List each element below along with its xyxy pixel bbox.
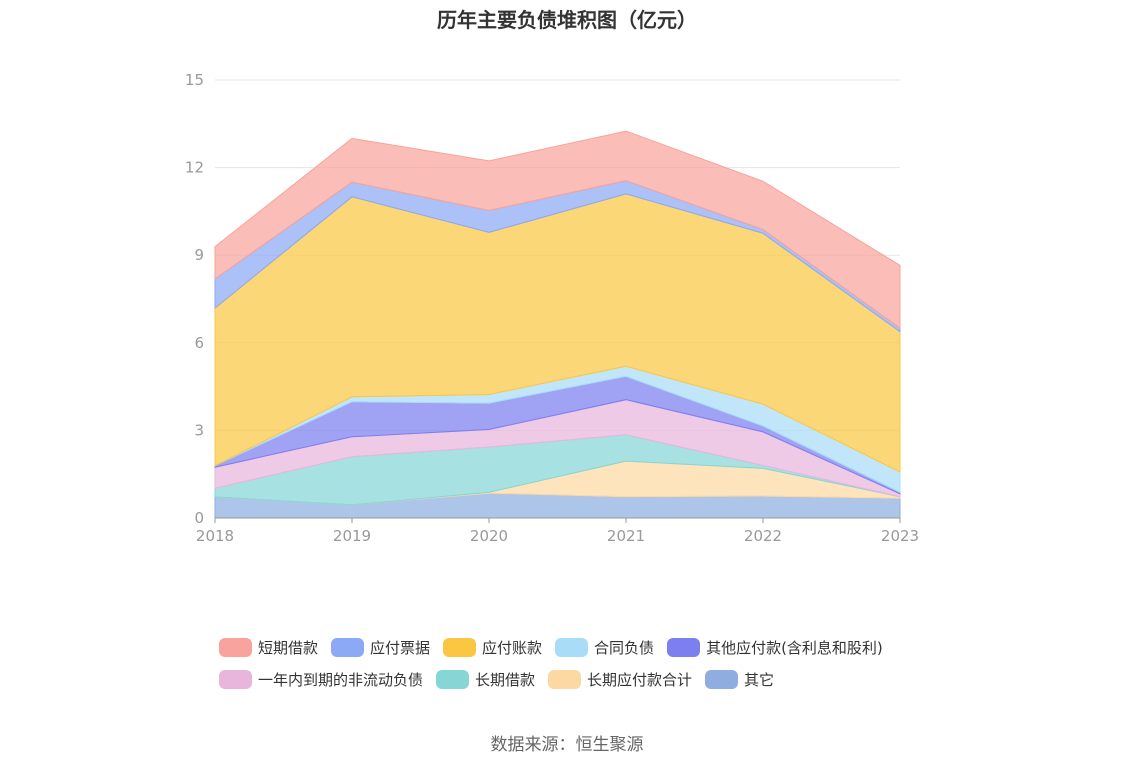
y-tick-label: 6 (194, 334, 204, 352)
legend-item[interactable]: 其他应付款(含利息和股利) (667, 637, 883, 658)
legend-label: 应付账款 (482, 638, 543, 657)
legend-swatch (667, 637, 701, 657)
legend-label: 其它 (744, 670, 775, 689)
legend-label: 其他应付款(含利息和股利) (706, 638, 883, 657)
chart-title: 历年主要负债堆积图（亿元） (437, 8, 697, 32)
legend-label: 一年内到期的非流动负债 (258, 670, 424, 689)
legend-swatch (443, 637, 477, 657)
legend-item[interactable]: 其它 (705, 669, 774, 690)
legend-row-1: 短期借款 应付票据 应付账款 合同负债 其他应付款(含利息和股利) (219, 631, 979, 663)
legend-row-2: 一年内到期的非流动负债 长期借款 长期应付款合计 其它 (219, 663, 979, 695)
x-tick-label: 2018 (196, 527, 234, 545)
legend-label: 短期借款 (258, 638, 319, 657)
legend-swatch (219, 669, 252, 689)
x-tick-label: 2020 (470, 527, 508, 545)
legend-swatch (548, 669, 582, 689)
legend-item[interactable]: 应付票据 (331, 637, 430, 658)
legend-label: 长期借款 (475, 670, 536, 689)
legend-swatch (219, 637, 252, 657)
legend-item[interactable]: 合同负债 (555, 637, 654, 658)
legend: 短期借款 应付票据 应付账款 合同负债 其他应付款(含利息和股利) 一年内到期的非流动负… (219, 631, 979, 695)
legend-swatch (705, 669, 739, 689)
legend-swatch (331, 637, 365, 657)
legend-swatch (436, 669, 470, 689)
legend-item[interactable]: 长期借款 (436, 669, 535, 690)
legend-label: 合同负债 (594, 638, 655, 657)
y-tick-label: 9 (194, 246, 204, 264)
legend-item[interactable]: 短期借款 (219, 637, 318, 658)
legend-item[interactable]: 应付账款 (443, 637, 542, 658)
area-series (214, 130, 901, 330)
y-tick-label: 0 (194, 509, 204, 527)
y-tick-label: 15 (185, 71, 204, 89)
x-tick-label: 2022 (744, 527, 782, 545)
y-tick-label: 12 (185, 159, 204, 177)
legend-item[interactable]: 一年内到期的非流动负债 (219, 669, 423, 690)
legend-item[interactable]: 长期应付款合计 (548, 669, 692, 690)
data-source: 数据来源：恒生聚源 (490, 735, 644, 755)
y-tick-label: 3 (194, 421, 204, 439)
stacked-area-chart: 0 3 6 9 12 15 2018 2019 2020 2021 2022 2023 (185, 71, 919, 545)
x-tick-label: 2023 (881, 527, 919, 545)
x-tick-label: 2021 (607, 527, 645, 545)
legend-label: 长期应付款合计 (587, 670, 693, 689)
legend-swatch (555, 637, 589, 657)
legend-label: 应付票据 (370, 638, 431, 657)
x-tick-label: 2019 (333, 527, 371, 545)
